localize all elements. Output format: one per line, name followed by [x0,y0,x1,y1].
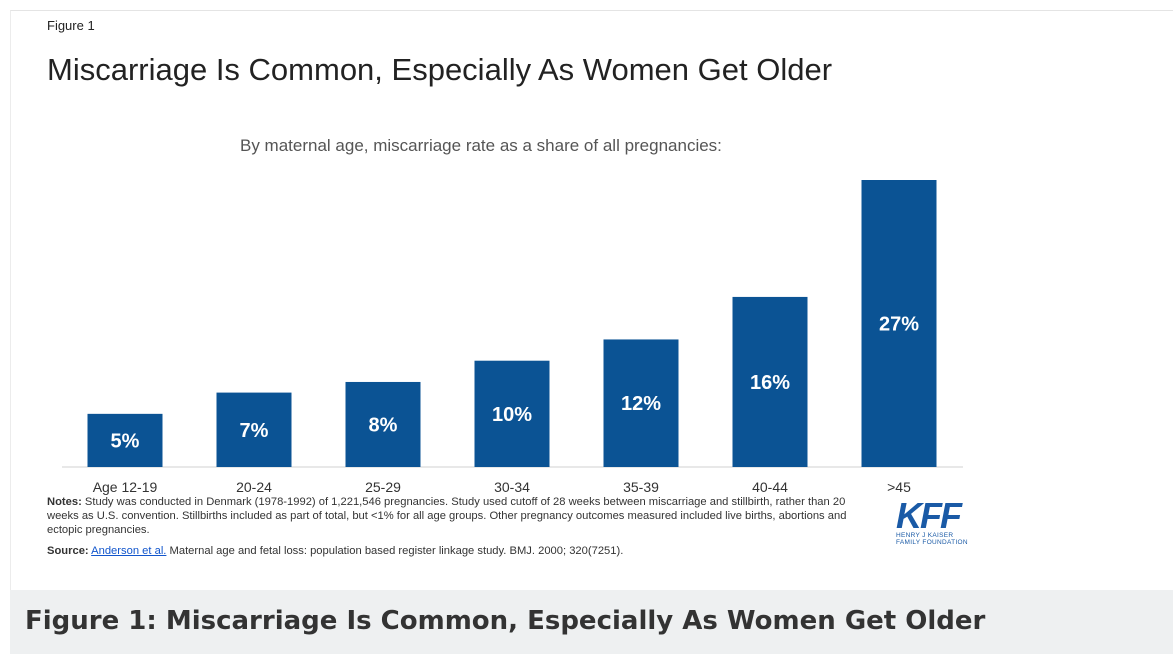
source-label: Source: [47,545,89,557]
bar-0 [87,413,163,467]
source-text: Maternal age and fetal loss: population … [169,545,624,557]
figure-label: Figure 1 [47,18,95,33]
bar-6 [861,180,937,467]
bar-value-label-1: 7% [240,420,269,442]
bars-layer: 5% Age 12-19 7% 20-24 8% 25-29 10% 30-34 12% 35-3… [87,180,937,495]
chart-notes: Notes: Study was conducted in Denmark (1… [47,495,877,537]
bar-1 [216,392,292,467]
bar-chart: 5% Age 12-19 7% 20-24 8% 25-29 10% 30-34 12% 35-3… [62,180,963,495]
bar-value-label-2: 8% [369,414,398,436]
bar-value-label-3: 10% [492,404,532,426]
x-tick-label-2: 25-29 [365,479,401,495]
caption-bar: Figure 1: Miscarriage Is Common, Especia… [10,590,1173,654]
x-tick-label-6: >45 [887,479,911,495]
bar-value-label-4: 12% [621,393,661,415]
bar-value-label-0: 5% [111,430,140,452]
x-tick-label-4: 35-39 [623,479,659,495]
kff-logo: KFF HENRY J KAISER FAMILY FOUNDATION [896,495,976,547]
notes-label: Notes: [47,496,82,508]
kff-logo-wordmark: KFF [896,495,962,536]
chart-subtitle: By maternal age, miscarriage rate as a s… [240,136,722,155]
x-tick-label-0: Age 12-19 [93,479,158,495]
bar-5 [732,296,808,467]
bar-2 [345,381,421,467]
kff-logo-subline-2: FAMILY FOUNDATION [896,539,968,546]
kff-logo-subline-1: HENRY J KAISER [896,532,954,539]
bar-value-label-6: 27% [879,314,919,336]
bar-3 [474,360,550,467]
x-tick-label-3: 30-34 [494,479,530,495]
bar-value-label-5: 16% [750,372,790,394]
chart-source: Source: Anderson et al. Maternal age and… [47,545,623,557]
notes-text: Study was conducted in Denmark (1978-199… [47,496,847,536]
figure-caption: Figure 1: Miscarriage Is Common, Especia… [25,606,986,636]
chart-title: Miscarriage Is Common, Especially As Wom… [47,52,833,87]
x-tick-label-5: 40-44 [752,479,788,495]
figure-card [10,10,1173,591]
x-tick-label-1: 20-24 [236,479,272,495]
source-link[interactable]: Anderson et al. [91,545,167,557]
bar-4 [603,339,679,467]
